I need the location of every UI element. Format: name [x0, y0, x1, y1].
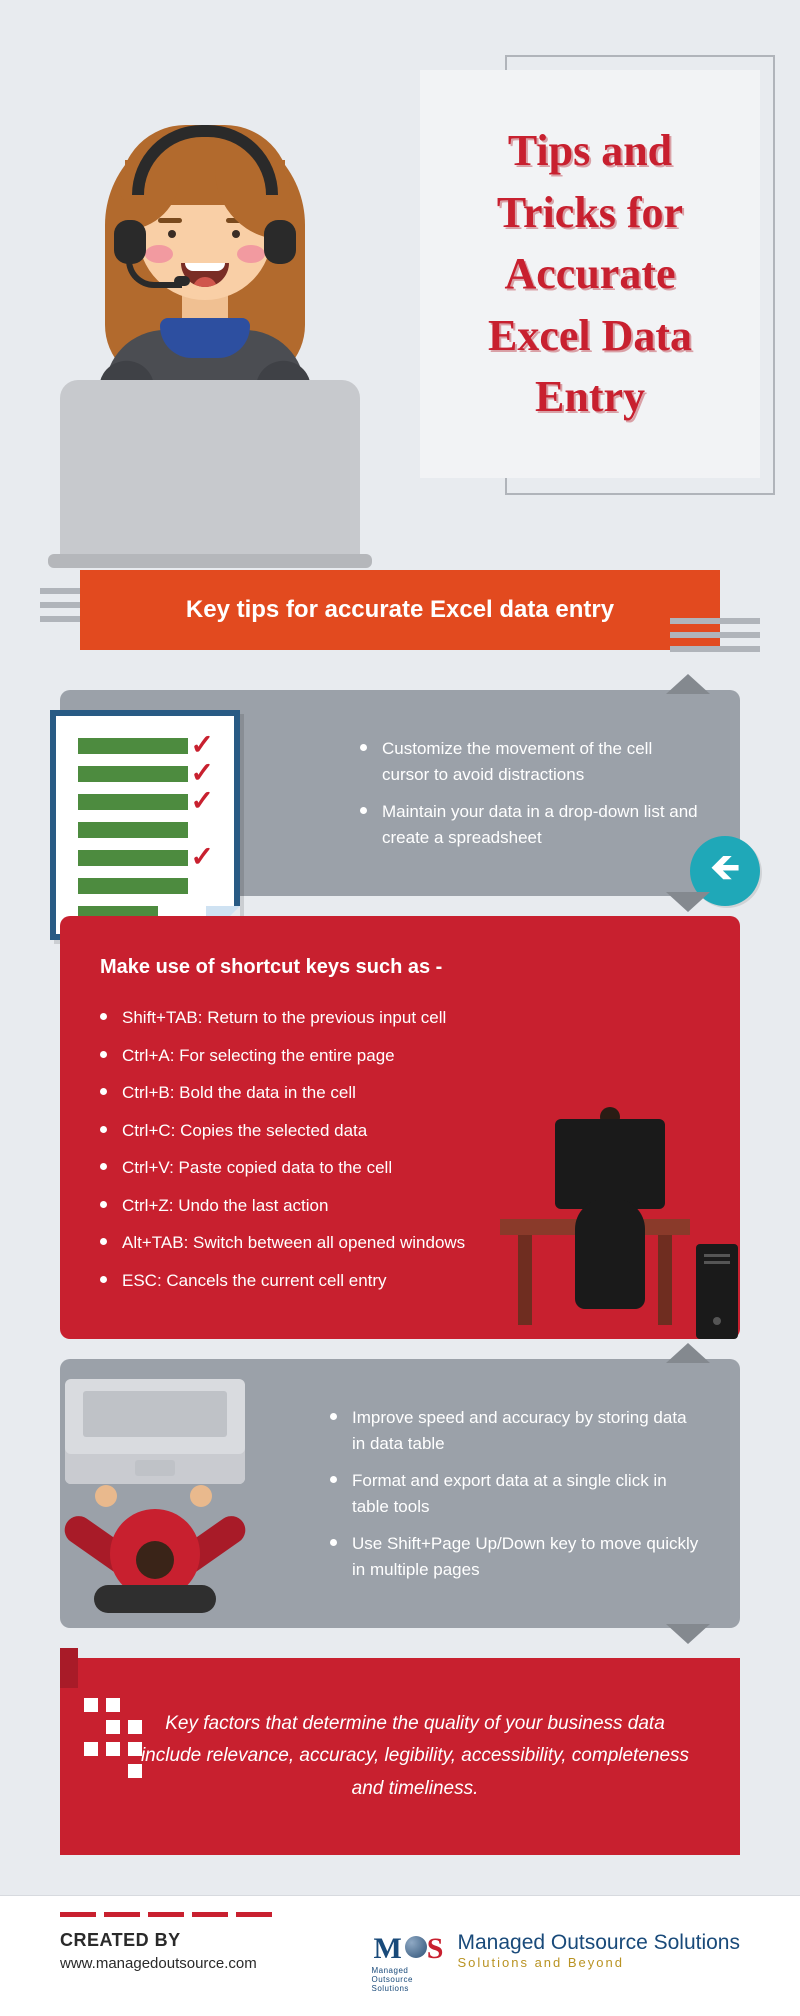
hero-title-box: Tips and Tricks for Accurate Excel Data …: [420, 70, 760, 560]
brand-text: Managed Outsource Solutions Solutions an…: [457, 1931, 740, 1970]
brand-name: Managed Outsource Solutions: [457, 1931, 740, 1955]
tips-list-1: Customize the movement of the cell curso…: [360, 730, 700, 856]
list-item: Improve speed and accuracy by storing da…: [330, 1399, 700, 1462]
infographic-page: Tips and Tricks for Accurate Excel Data …: [0, 0, 800, 2016]
hero-section: Tips and Tricks for Accurate Excel Data …: [0, 0, 800, 560]
list-item: ESC: Cancels the current cell entry: [100, 1262, 520, 1300]
list-item: Ctrl+A: For selecting the entire page: [100, 1037, 520, 1075]
woman-at-laptop-icon: [50, 70, 380, 560]
person-at-desk-icon: [500, 1119, 720, 1339]
site-url: www.managedoutsource.com: [60, 1955, 257, 1972]
list-item: Maintain your data in a drop-down list a…: [360, 793, 700, 856]
page-title: Tips and Tricks for Accurate Excel Data …: [420, 70, 760, 478]
list-item: Customize the movement of the cell curso…: [360, 730, 700, 793]
list-item: Use Shift+Page Up/Down key to move quick…: [330, 1525, 700, 1588]
list-item: Ctrl+B: Bold the data in the cell: [100, 1074, 520, 1112]
list-item: Ctrl+Z: Undo the last action: [100, 1187, 520, 1225]
list-item: Format and export data at a single click…: [330, 1462, 700, 1525]
list-item: Alt+TAB: Switch between all opened windo…: [100, 1224, 520, 1262]
decor-lines-right: [670, 610, 760, 660]
shortcuts-heading: Make use of shortcut keys such as -: [100, 956, 520, 979]
banner-section: Key tips for accurate Excel data entry: [0, 560, 800, 670]
brand-tagline: Solutions and Beyond: [457, 1955, 740, 1970]
tips-list-2: Improve speed and accuracy by storing da…: [330, 1399, 700, 1588]
dot-grid-icon: [84, 1698, 144, 1778]
topdown-laptop-icon: [40, 1369, 280, 1599]
brand-block: MS Managed Outsource Solutions Managed O…: [373, 1931, 740, 1970]
brand-logo-icon: MS Managed Outsource Solutions: [373, 1932, 427, 1970]
shortcuts-list: Shift+TAB: Return to the previous input …: [100, 999, 520, 1299]
statement-text: Key factors that determine the quality o…: [141, 1713, 689, 1799]
hero-illustration: [40, 40, 370, 560]
brand-logo-sub: Managed Outsource Solutions: [371, 1966, 451, 1993]
tips-card-2: Improve speed and accuracy by storing da…: [60, 1359, 740, 1628]
shortcuts-card: Make use of shortcut keys such as - Shif…: [60, 916, 740, 1339]
arrow-left-icon: 🡸: [690, 836, 760, 906]
created-by-block: CREATED BY www.managedoutsource.com: [60, 1930, 257, 1972]
created-by-label: CREATED BY: [60, 1930, 257, 1951]
key-factors-statement: Key factors that determine the quality o…: [60, 1658, 740, 1855]
footer: CREATED BY www.managedoutsource.com MS M…: [0, 1895, 800, 2016]
list-item: Shift+TAB: Return to the previous input …: [100, 999, 520, 1037]
banner-heading: Key tips for accurate Excel data entry: [80, 570, 720, 650]
checklist-icon: ✓ ✓ ✓ ✓: [50, 710, 240, 940]
list-item: Ctrl+C: Copies the selected data: [100, 1112, 520, 1150]
list-item: Ctrl+V: Paste copied data to the cell: [100, 1149, 520, 1187]
tips-card-1: ✓ ✓ ✓ ✓ Customize the movement of the ce…: [60, 690, 740, 896]
